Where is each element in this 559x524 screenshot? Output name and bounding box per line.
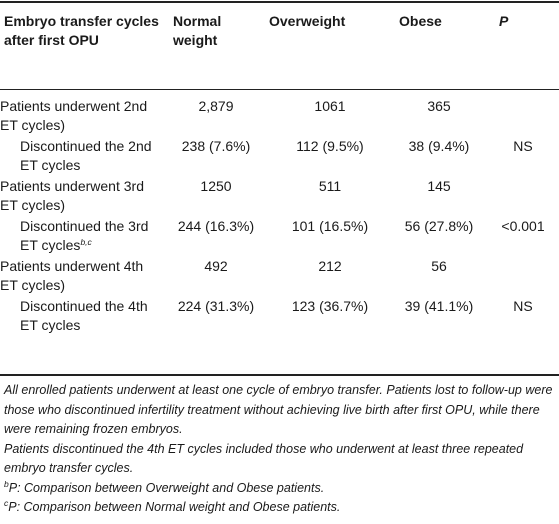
embryo-transfer-table: Embryo transfer cycles after first OPU N… — [0, 0, 559, 335]
footnote-marker: c — [4, 498, 9, 508]
footnote: Patients discontinued the 4th ET cycles … — [4, 441, 524, 476]
cell-p — [487, 255, 559, 295]
header-obese: Obese — [399, 13, 442, 29]
cell-obese: 56 (27.8%) — [404, 218, 474, 234]
row-label-text: Discontinued the 3rd ET cycles — [20, 218, 149, 253]
footnote: All enrolled patients underwent at least… — [4, 383, 553, 436]
cell-overweight: 511 — [318, 178, 342, 194]
cell-p: NS — [513, 138, 533, 154]
table-footnotes: All enrolled patients underwent at least… — [4, 381, 554, 518]
cell-p — [487, 89, 559, 135]
table-header-row: Embryo transfer cycles after first OPU N… — [0, 0, 559, 89]
table-row: Discontinued the 3rd ET cyclesb,c 244 (1… — [0, 215, 559, 255]
cell-normal: 492 — [204, 258, 228, 274]
row-label: Discontinued the 4th ET cycles — [20, 298, 148, 333]
table-row: Discontinued the 4th ET cycles 224 (31.3… — [0, 295, 559, 335]
table-row: Discontinued the 2nd ET cycles 238 (7.6%… — [0, 135, 559, 175]
top-rule — [0, 1, 559, 3]
row-label: Patients underwent 4th ET cycles) — [0, 258, 144, 293]
footnote-text: P: Comparison between Overweight and Obe… — [8, 480, 325, 495]
header-normal-weight: Normal weight — [173, 13, 222, 48]
cell-normal: 244 (16.3%) — [177, 218, 255, 234]
cell-p — [487, 175, 559, 215]
cell-overweight: 112 (9.5%) — [296, 138, 364, 154]
footnote-marker: b — [4, 478, 9, 489]
table-row: Patients underwent 2nd ET cycles) 2,879 … — [0, 89, 559, 135]
cell-obese: 56 — [431, 258, 447, 274]
cell-obese: 365 — [427, 98, 451, 114]
cell-overweight: 101 (16.5%) — [291, 218, 369, 234]
row-label: Patients underwent 3rd ET cycles) — [0, 178, 144, 213]
cell-normal: 238 (7.6%) — [181, 138, 251, 154]
cell-overweight: 212 — [318, 258, 342, 274]
table-row: Patients underwent 4th ET cycles) 492 21… — [0, 255, 559, 295]
row-label: Discontinued the 2nd ET cycles — [20, 138, 152, 173]
header-rule — [0, 89, 559, 90]
row-label: Patients underwent 2nd ET cycles) — [0, 98, 148, 133]
cell-normal: 224 (31.3%) — [177, 298, 255, 314]
cell-obese: 38 (9.4%) — [408, 138, 470, 154]
header-overweight: Overweight — [269, 13, 346, 29]
header-cycles: Embryo transfer cycles after first OPU — [4, 13, 159, 48]
cell-normal: 1250 — [200, 178, 232, 194]
cell-obese: 39 (41.1%) — [404, 298, 474, 314]
cell-overweight: 1061 — [314, 98, 346, 114]
cell-normal: 2,879 — [198, 98, 234, 114]
bottom-rule — [0, 374, 559, 376]
cell-p: <0.001 — [501, 218, 545, 234]
header-p-value: P — [499, 13, 509, 29]
footnote-marker: b,c — [80, 237, 92, 247]
footnote: bP: Comparison between Overweight and Ob… — [4, 479, 554, 499]
footnote: cP: Comparison between Normal weight and… — [4, 498, 554, 518]
cell-obese: 145 — [427, 178, 451, 194]
cell-overweight: 123 (36.7%) — [291, 298, 369, 314]
row-label: Discontinued the 3rd ET cyclesb,c — [0, 215, 163, 255]
table-row: Patients underwent 3rd ET cycles) 1250 5… — [0, 175, 559, 215]
cell-p: NS — [513, 298, 533, 314]
footnote-text: P: Comparison between Normal weight and … — [8, 500, 341, 514]
